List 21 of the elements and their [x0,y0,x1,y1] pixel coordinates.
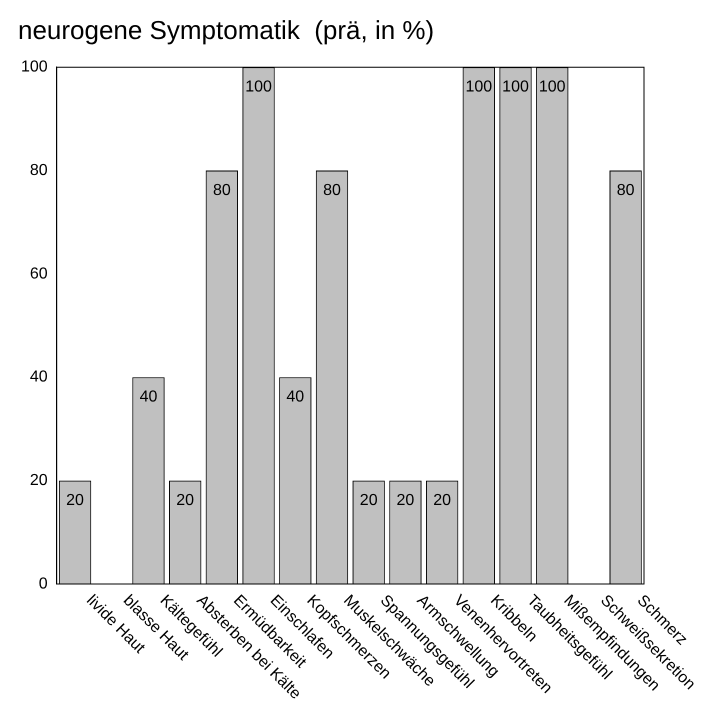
y-tick-label: 100 [20,58,48,76]
data-label: 100 [465,78,492,96]
data-label: 100 [502,78,529,96]
data-label: 40 [286,388,304,406]
data-label: 100 [245,78,272,96]
chart-title: neurogene Symptomatik (prä, in %) [18,14,434,45]
y-tick-label: 80 [30,162,48,179]
data-label: 80 [323,182,341,199]
data-label: 100 [538,78,566,96]
y-tick-label: 20 [30,472,48,490]
y-tick-label: 60 [30,265,48,282]
data-label: 20 [433,492,452,510]
data-label: 20 [360,492,378,510]
data-label: 20 [176,492,194,510]
data-label: 20 [66,492,84,510]
data-label: 80 [212,182,231,199]
data-label: 40 [140,388,158,406]
y-tick-label: 40 [30,368,48,386]
data-label: 80 [616,182,635,199]
y-tick-label: 0 [38,575,48,592]
data-label: 20 [396,492,414,510]
